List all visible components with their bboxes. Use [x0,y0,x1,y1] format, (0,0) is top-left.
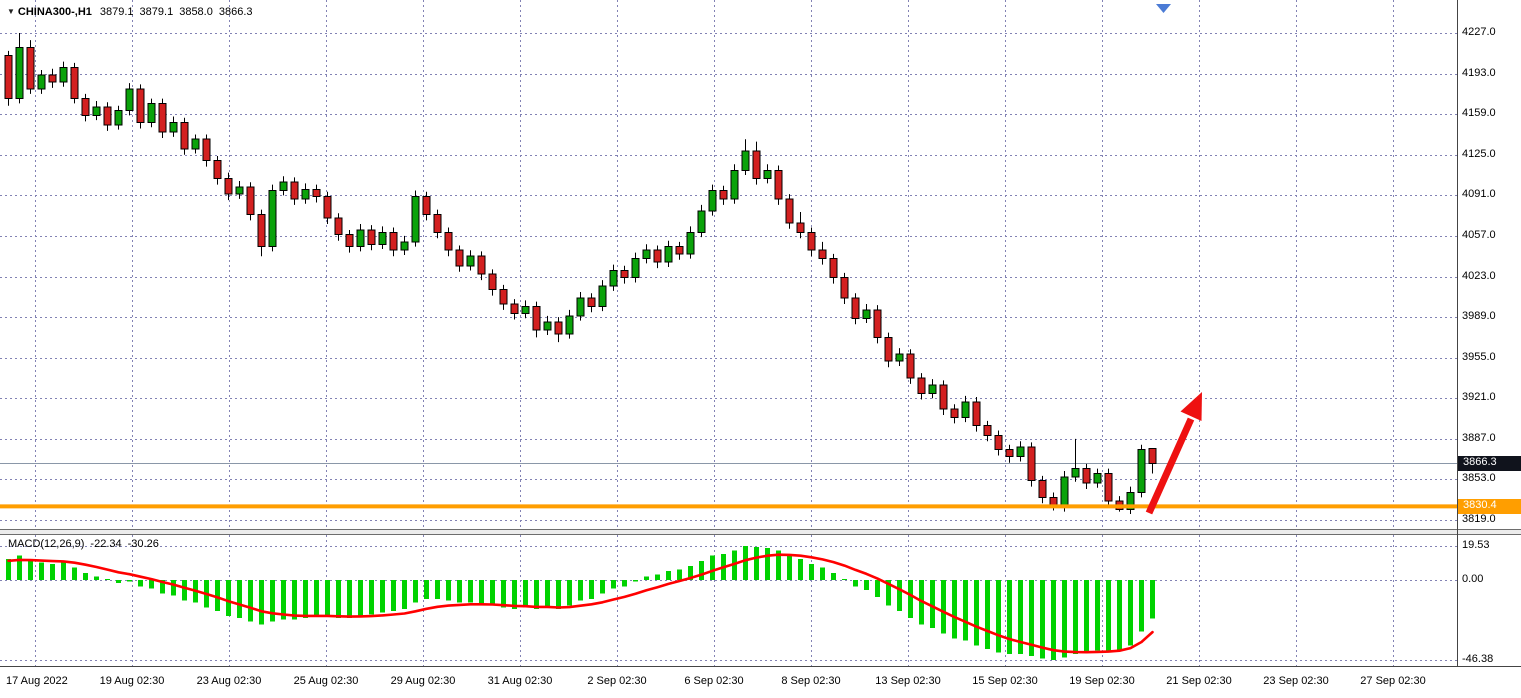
support-level-badge: 3830.4 [1458,499,1521,514]
macd-main-value: -22.34 [90,538,122,550]
symbol-timeframe-label: CHINA300-,H1 [17,6,92,18]
ohlc-high-value: 3879.1 [139,6,174,18]
macd-signal-value: -30.26 [127,538,159,550]
macd-indicator-label: MACD(12,26,9) -22.34 -30.26 [8,538,165,550]
chart-header: ▼ CHINA300-,H1 3879.1 3879.1 3858.0 3866.3 [7,6,259,18]
breakout-arrow [1145,417,1195,515]
ohlc-close-value: 3866.3 [218,6,253,18]
current-price-badge: 3866.3 [1458,456,1521,471]
ohlc-low-value: 3858.0 [179,6,213,18]
chart-shift-marker-icon[interactable] [1156,4,1171,13]
symbol-dropdown-icon[interactable]: ▼ [7,7,15,16]
macd-name: MACD(12,26,9) [8,538,85,550]
breakout-arrow-head [1180,392,1202,421]
ohlc-open-value: 3879.1 [99,6,134,18]
